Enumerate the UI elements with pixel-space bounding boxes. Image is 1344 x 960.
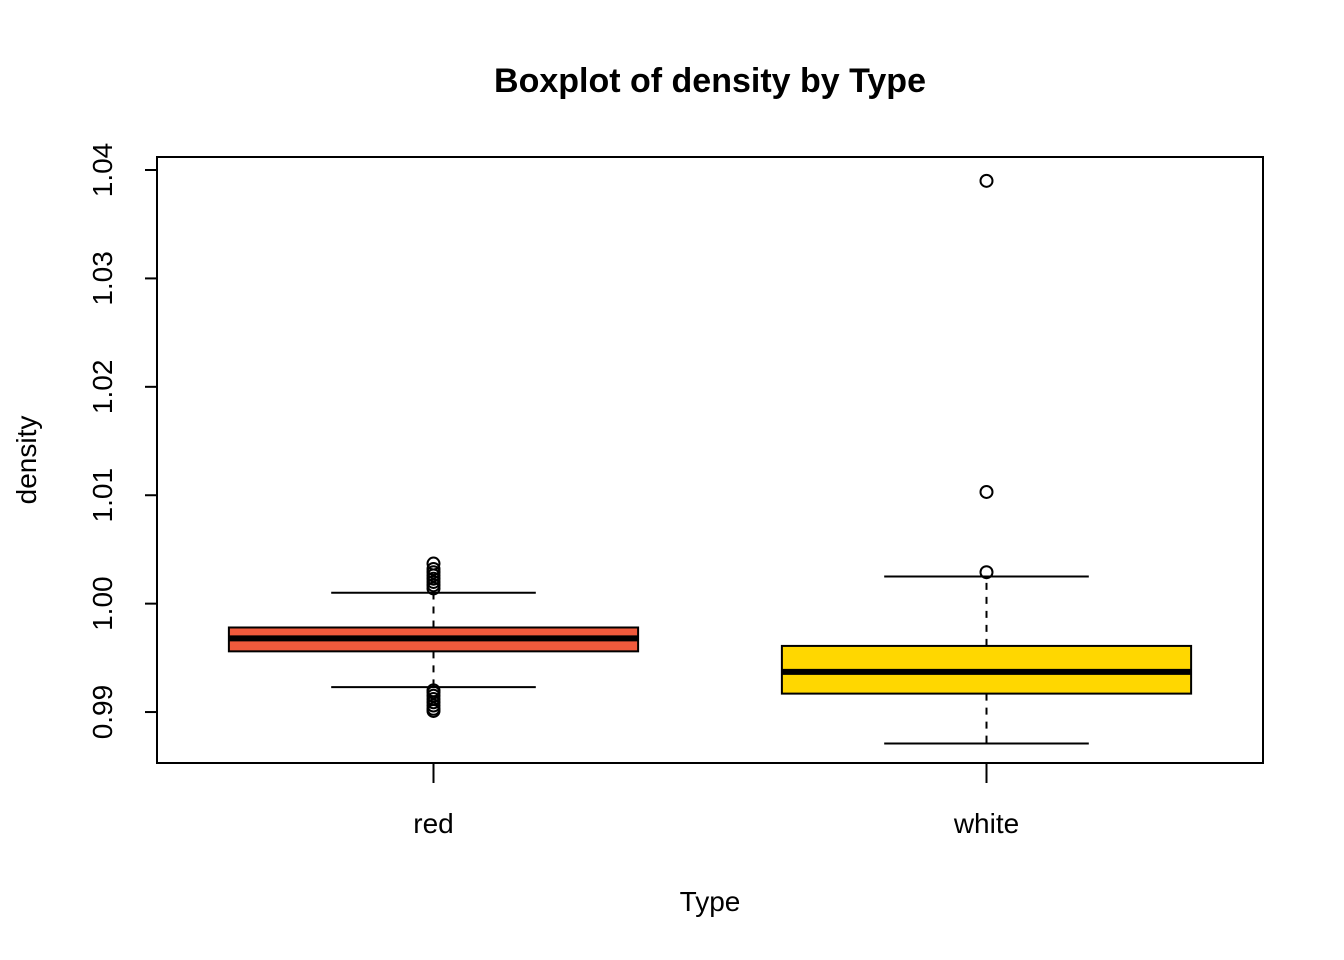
x-axis: red white (413, 763, 1019, 839)
y-tick-label: 1.00 (87, 576, 118, 631)
outlier-point (426, 556, 441, 571)
y-tick-label: 1.01 (87, 468, 118, 523)
box-group-white (780, 173, 1193, 745)
y-tick-label: 1.04 (87, 143, 118, 198)
y-axis: 0.99 1.00 1.01 1.02 1.03 1.04 (87, 143, 158, 740)
outlier-point (979, 484, 994, 499)
y-axis-label: density (11, 416, 42, 505)
x-axis-label: Type (680, 886, 741, 917)
plot-area (227, 173, 1193, 745)
x-tick-label: white (953, 808, 1019, 839)
y-tick-label: 1.02 (87, 360, 118, 415)
box-group-red (227, 556, 640, 718)
chart-title: Boxplot of density by Type (494, 62, 926, 100)
outlier-point (426, 561, 441, 576)
y-tick-label: 0.99 (87, 685, 118, 740)
y-tick-label: 1.03 (87, 251, 118, 306)
outlier-point (979, 565, 994, 580)
outlier-point (426, 683, 441, 698)
outlier-point (979, 173, 994, 188)
x-tick-label: red (413, 808, 453, 839)
